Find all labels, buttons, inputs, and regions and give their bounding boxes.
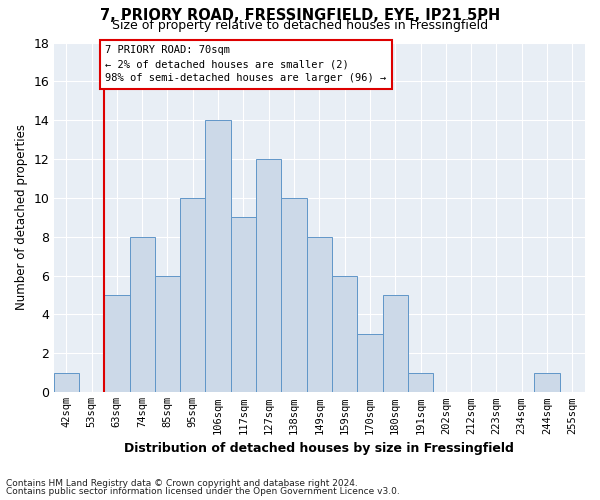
Bar bbox=[535, 372, 560, 392]
Bar bbox=[383, 295, 408, 392]
Bar bbox=[155, 276, 180, 392]
Bar bbox=[281, 198, 307, 392]
Text: Size of property relative to detached houses in Fressingfield: Size of property relative to detached ho… bbox=[112, 18, 488, 32]
Bar bbox=[231, 218, 256, 392]
Text: Contains HM Land Registry data © Crown copyright and database right 2024.: Contains HM Land Registry data © Crown c… bbox=[6, 478, 358, 488]
Y-axis label: Number of detached properties: Number of detached properties bbox=[15, 124, 28, 310]
Bar bbox=[256, 159, 281, 392]
Bar bbox=[53, 372, 79, 392]
Bar bbox=[357, 334, 383, 392]
Bar bbox=[130, 236, 155, 392]
X-axis label: Distribution of detached houses by size in Fressingfield: Distribution of detached houses by size … bbox=[124, 442, 514, 455]
Text: 7 PRIORY ROAD: 70sqm
← 2% of detached houses are smaller (2)
98% of semi-detache: 7 PRIORY ROAD: 70sqm ← 2% of detached ho… bbox=[106, 46, 387, 84]
Text: Contains public sector information licensed under the Open Government Licence v3: Contains public sector information licen… bbox=[6, 487, 400, 496]
Bar bbox=[205, 120, 231, 392]
Bar bbox=[408, 372, 433, 392]
Text: 7, PRIORY ROAD, FRESSINGFIELD, EYE, IP21 5PH: 7, PRIORY ROAD, FRESSINGFIELD, EYE, IP21… bbox=[100, 8, 500, 22]
Bar bbox=[307, 236, 332, 392]
Bar bbox=[332, 276, 357, 392]
Bar bbox=[104, 295, 130, 392]
Bar bbox=[180, 198, 205, 392]
